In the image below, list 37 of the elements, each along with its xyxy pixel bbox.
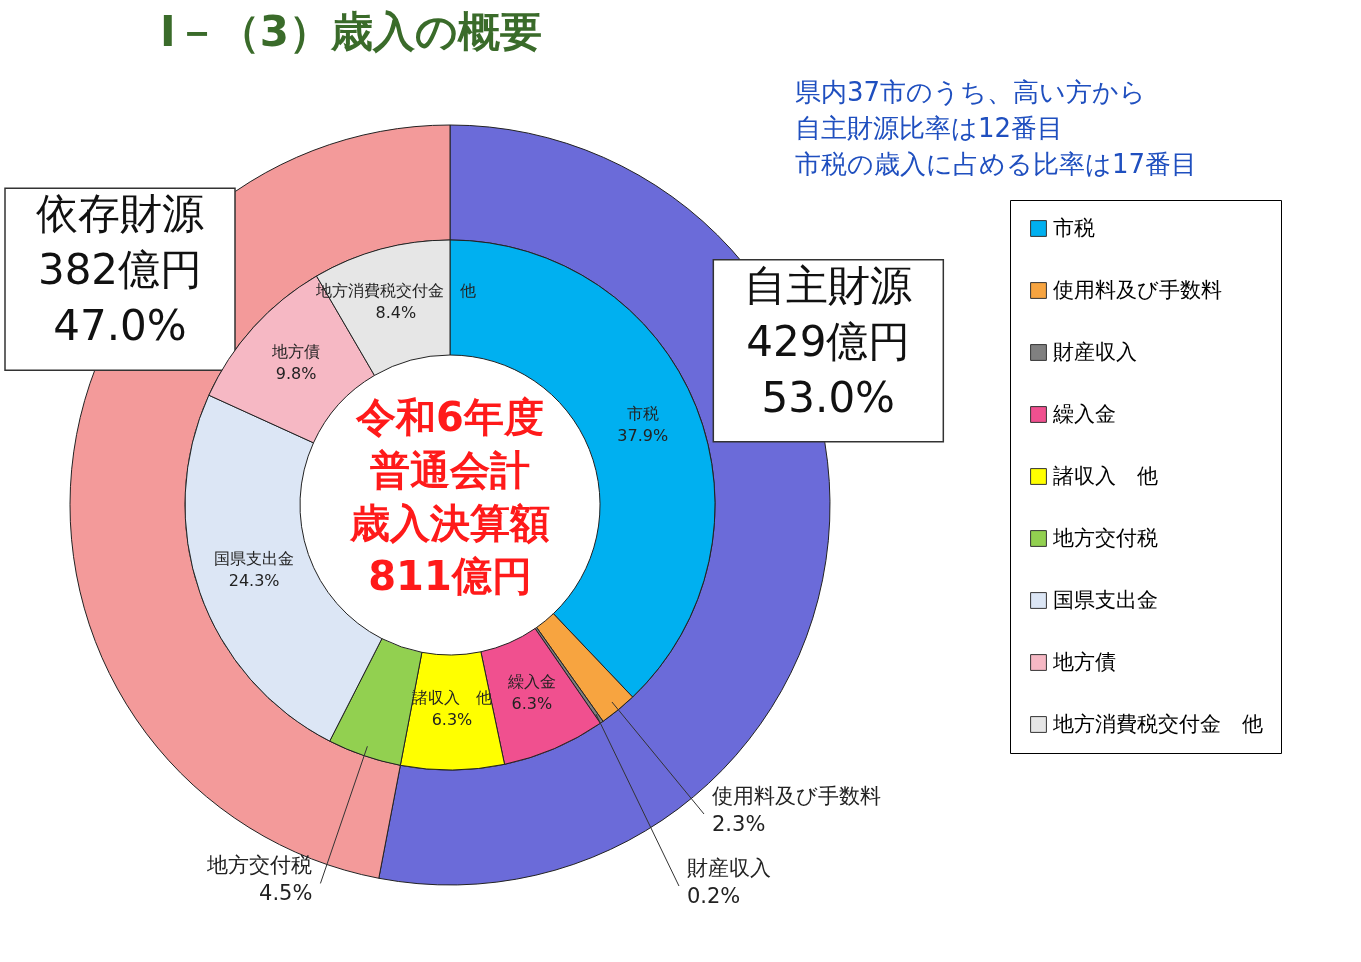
- data-label: 6.3%: [511, 693, 553, 713]
- legend-label: 市税: [1053, 215, 1095, 240]
- chart-title: Ⅰ－（3）歳入の概要: [160, 7, 542, 56]
- legend-label: 諸収入 他: [1053, 463, 1158, 488]
- slice-label: 使用料及び手数料: [712, 784, 881, 808]
- legend-label: 財産収入: [1053, 339, 1137, 364]
- text: 県内37市のうち、高い方から: [795, 77, 1147, 107]
- legend-label: 国県支出金: [1053, 587, 1158, 612]
- slice-label: 繰入金: [506, 671, 556, 691]
- data-label: 4.5%: [259, 881, 313, 906]
- text: 自主財源比率は12番目: [795, 113, 1064, 143]
- slice-label: 地方債: [271, 341, 321, 361]
- data-label: 37.9%: [617, 426, 669, 446]
- slice-label: 依存財源: [36, 189, 204, 239]
- legend-label: 繰入金: [1052, 401, 1116, 426]
- text: 令和6年度: [355, 394, 544, 440]
- slice-label: 地方交付税: [206, 853, 313, 878]
- legend-label: 使用料及び手数料: [1053, 277, 1222, 302]
- legend-label: 地方債: [1052, 649, 1116, 674]
- text: 市税の歳入に占める比率は17番目: [795, 149, 1198, 179]
- data-label: 2.3%: [712, 812, 766, 836]
- data-label: 429億円 53.0%: [746, 316, 911, 422]
- slice-label: 国県支出金: [214, 549, 295, 569]
- slice-label: 財産収入: [686, 856, 771, 880]
- data-label: 9.8%: [275, 363, 317, 383]
- data-label: 382億円 47.0%: [37, 245, 203, 351]
- text: 歳入決算額: [349, 500, 550, 546]
- slice-label: 市税: [626, 404, 659, 424]
- legend-label: 地方消費税交付金 他: [1052, 711, 1263, 736]
- slice-label: 自主財源: [744, 260, 913, 310]
- legend-label: 地方交付税: [1052, 525, 1158, 550]
- data-label: 8.4%: [375, 302, 417, 322]
- data-label: 6.3%: [431, 710, 473, 730]
- data-label: 0.2%: [686, 884, 741, 908]
- text: 811億円: [368, 553, 532, 599]
- data-label: 24.3%: [228, 571, 280, 591]
- text: 普通会計: [370, 447, 530, 493]
